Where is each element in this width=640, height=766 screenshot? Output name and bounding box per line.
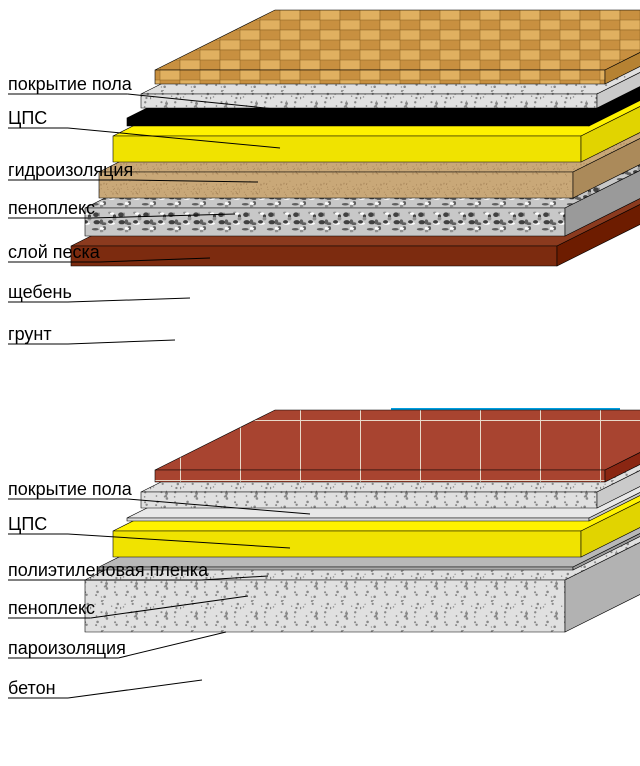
svg-text:покрытие пола: покрытие пола: [8, 74, 133, 94]
svg-text:пароизоляция: пароизоляция: [8, 638, 126, 658]
svg-text:полиэтиленовая пленка: полиэтиленовая пленка: [8, 560, 209, 580]
svg-text:ЦПС: ЦПС: [8, 514, 47, 534]
svg-text:покрытие пола: покрытие пола: [8, 479, 133, 499]
svg-text:щебень: щебень: [8, 282, 72, 302]
svg-text:ЦПС: ЦПС: [8, 108, 47, 128]
svg-text:грунт: грунт: [8, 324, 52, 344]
layer-diagram-svg: покрытие пола ЦПС гидроизоляция пеноплекс сл…: [0, 0, 640, 766]
svg-text:гидроизоляция: гидроизоляция: [8, 160, 133, 180]
diagram-container: Полы по грунту Полы первых этажей покрыт…: [0, 0, 640, 766]
svg-text:слой песка: слой песка: [8, 242, 101, 262]
svg-text:пеноплекс: пеноплекс: [8, 198, 95, 218]
svg-text:пеноплекс: пеноплекс: [8, 598, 95, 618]
svg-text:бетон: бетон: [8, 678, 56, 698]
